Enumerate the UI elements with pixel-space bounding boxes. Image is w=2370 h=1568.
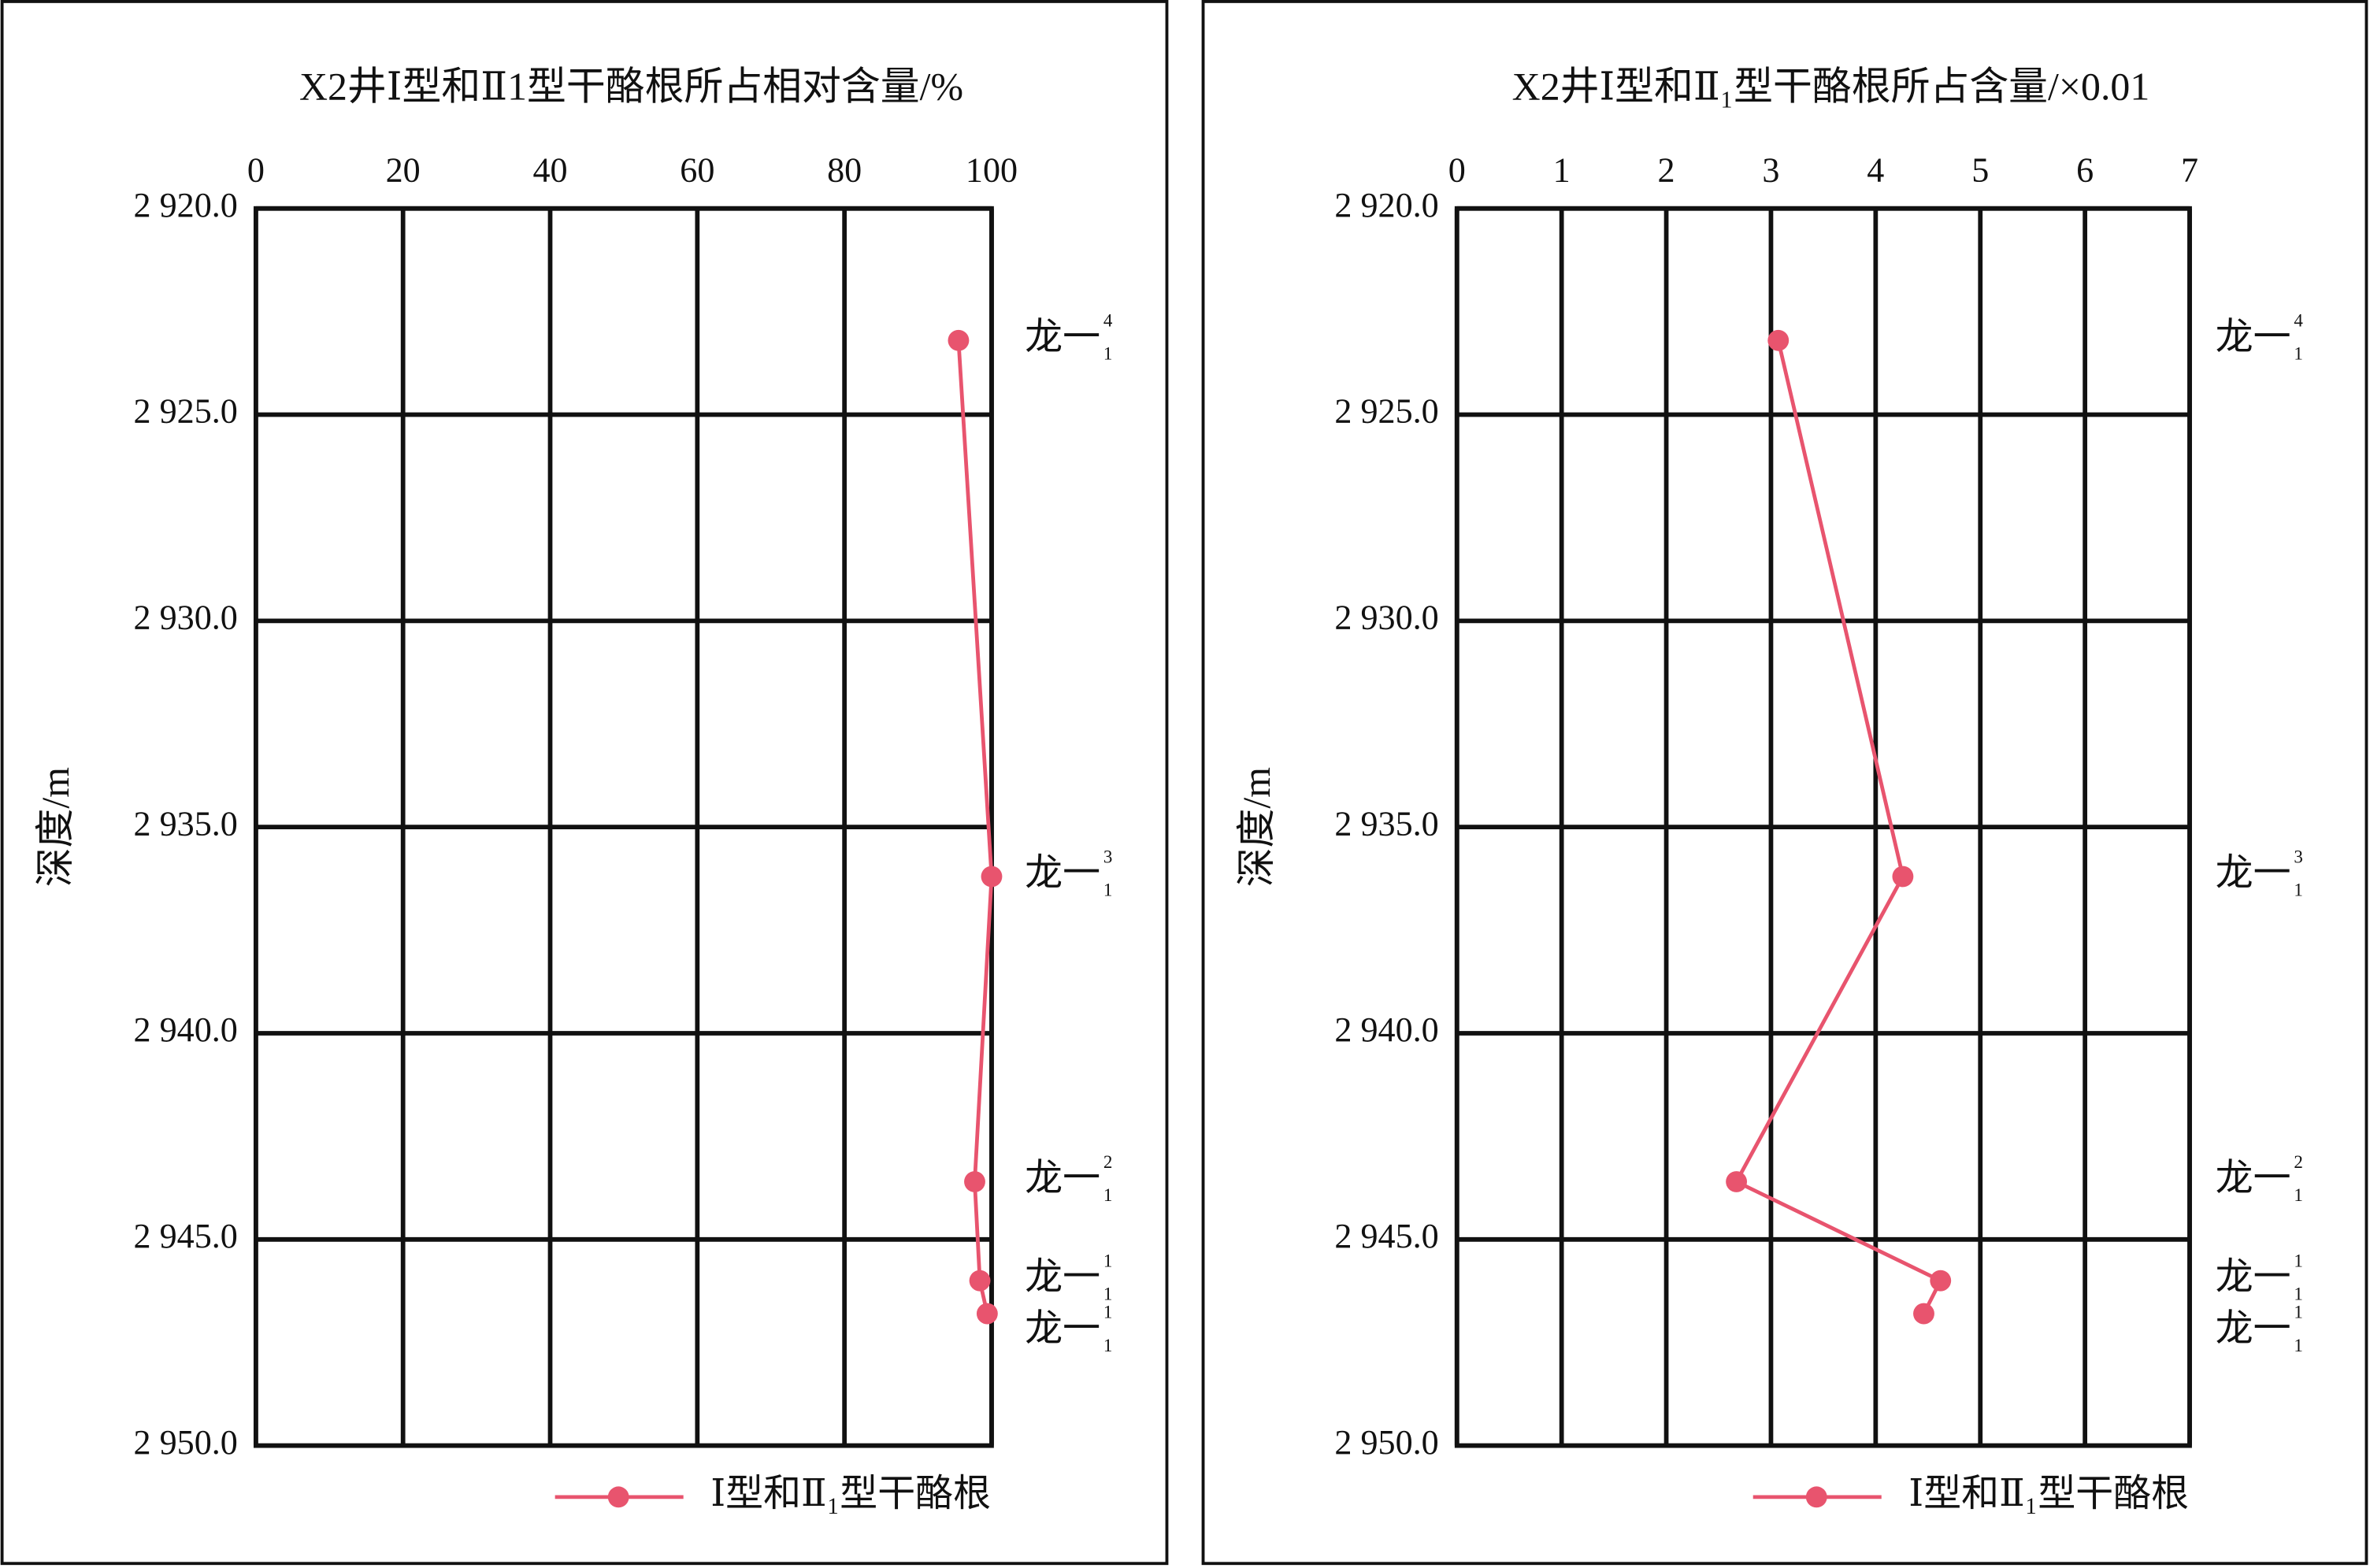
annotation-sub: 1 — [2294, 1335, 2303, 1355]
x-tick-label: 7 — [2181, 151, 2198, 190]
y-tick-label: 2 950.0 — [134, 1423, 238, 1462]
annotation-sup: 1 — [2294, 1250, 2303, 1270]
y-tick-label: 2 945.0 — [134, 1217, 238, 1255]
x-tick-label: 3 — [1762, 151, 1779, 190]
y-tick-label: 2 920.0 — [134, 186, 238, 224]
data-point — [1767, 329, 1790, 351]
y-tick-label: 2 940.0 — [1334, 1010, 1438, 1049]
annotation-sup: 3 — [1103, 846, 1113, 866]
annotation: 龙一 — [2216, 852, 2291, 894]
x-tick-label: 80 — [827, 151, 862, 190]
data-point — [1913, 1303, 1934, 1325]
y-tick-label: 2 925.0 — [1334, 392, 1438, 431]
plot-frame — [253, 206, 994, 1448]
annotation-sup: 1 — [1103, 1302, 1113, 1322]
y-tick-label: 2 935.0 — [1334, 804, 1438, 843]
y-tick-label: 2 920.0 — [1334, 186, 1438, 224]
legend-marker — [1805, 1486, 1827, 1508]
x-tick-label: 5 — [1971, 151, 1989, 190]
annotation: 龙一 — [1025, 852, 1100, 894]
annotation-sub: 1 — [1103, 1284, 1113, 1304]
annotation-sup: 4 — [2294, 310, 2303, 331]
y-tick-label: 2 950.0 — [1334, 1423, 1438, 1462]
x-tick-label: 20 — [386, 151, 421, 190]
legend-marker — [607, 1486, 629, 1508]
data-point — [948, 329, 970, 351]
chart-title: X2井Ⅰ型和Ⅱ₁型干酪根所占含量/×0.01 — [1512, 65, 2150, 109]
annotation-sub: 1 — [1103, 1335, 1113, 1355]
x-tick-label: 1 — [1553, 151, 1571, 190]
data-point — [1726, 1171, 1748, 1192]
annotation: 龙一 — [1025, 316, 1100, 358]
y-axis-label: 深度/m — [1235, 767, 1278, 887]
annotation-sup: 2 — [1103, 1151, 1113, 1172]
x-tick-label: 100 — [966, 151, 1018, 190]
y-axis-label: 深度/m — [34, 767, 77, 887]
data-point — [976, 1303, 998, 1325]
x-tick-label: 0 — [1448, 151, 1466, 190]
x-tick-label: 4 — [1867, 151, 1884, 190]
annotation-sub: 1 — [2294, 879, 2303, 899]
annotation-sup: 2 — [2294, 1151, 2303, 1172]
annotation: 龙一 — [2216, 1256, 2291, 1298]
annotation-sub: 1 — [2294, 343, 2303, 364]
y-tick-label: 2 930.0 — [134, 598, 238, 636]
y-tick-label: 2 940.0 — [134, 1010, 238, 1049]
annotation: 龙一 — [1025, 1158, 1100, 1199]
y-tick-label: 2 930.0 — [1334, 598, 1438, 636]
x-tick-label: 40 — [532, 151, 567, 190]
y-tick-label: 2 935.0 — [134, 804, 238, 843]
data-point — [981, 866, 1003, 888]
x-tick-label: 6 — [2076, 151, 2094, 190]
chart-title: X2井Ⅰ型和Ⅱ1型干酪根所占相对含量/% — [299, 65, 963, 109]
annotation-sub: 1 — [1103, 879, 1113, 899]
x-tick-label: 2 — [1658, 151, 1675, 190]
panel-frame — [1201, 0, 2368, 1566]
annotation: 龙一 — [2216, 316, 2291, 358]
legend-label: Ⅰ型和Ⅱ₁型干酪根 — [710, 1473, 991, 1514]
x-tick-label: 0 — [247, 151, 265, 190]
data-point — [1892, 866, 1914, 888]
data-point — [969, 1270, 991, 1292]
y-tick-label: 2 945.0 — [1334, 1217, 1438, 1255]
annotation-sup: 4 — [1103, 310, 1113, 331]
annotation-sup: 3 — [2294, 846, 2303, 866]
data-point — [1930, 1270, 1952, 1292]
plot-frame — [1454, 206, 2192, 1448]
legend-label: Ⅰ型和Ⅱ₁型干酪根 — [1908, 1473, 2189, 1514]
panel-frame — [0, 0, 1169, 1566]
annotation: 龙一 — [1025, 1307, 1100, 1349]
annotation-sub: 1 — [1103, 343, 1113, 364]
annotation: 龙一 — [2216, 1158, 2291, 1199]
annotation-sub: 1 — [2294, 1284, 2303, 1304]
annotation-sup: 1 — [1103, 1250, 1113, 1270]
annotation-sup: 1 — [2294, 1302, 2303, 1322]
y-tick-label: 2 925.0 — [134, 392, 238, 431]
x-tick-label: 60 — [680, 151, 714, 190]
annotation: 龙一 — [1025, 1256, 1100, 1298]
annotation-sub: 1 — [1103, 1184, 1113, 1205]
data-point — [964, 1171, 985, 1192]
annotation-sub: 1 — [2294, 1184, 2303, 1205]
annotation: 龙一 — [2216, 1307, 2291, 1349]
